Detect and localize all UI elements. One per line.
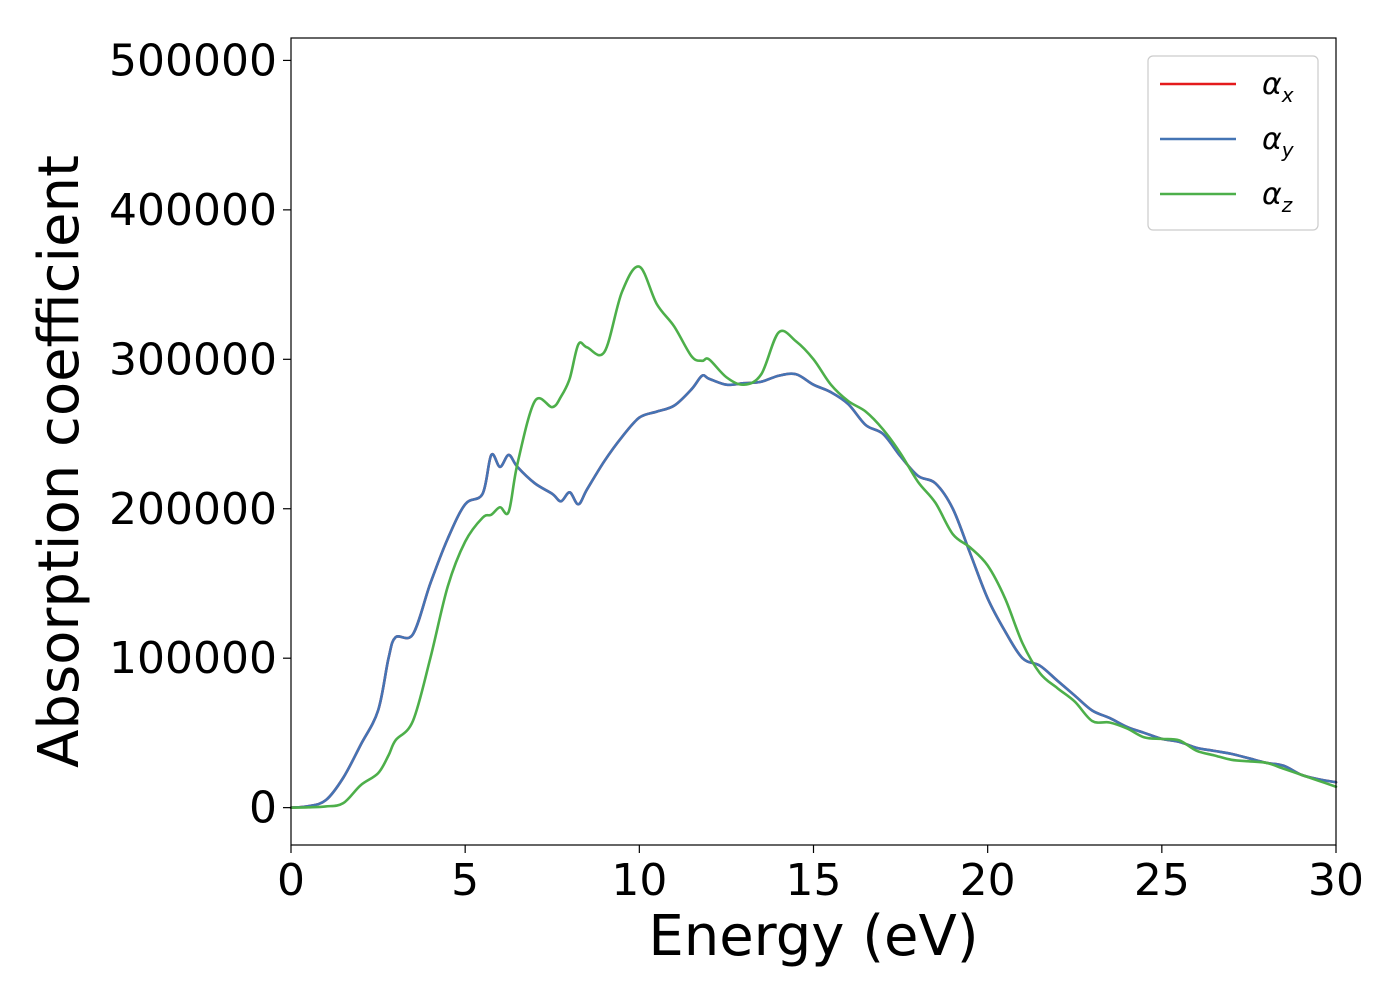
y-tick-label: 200000 — [109, 484, 277, 535]
x-tick-label: 30 — [1308, 855, 1364, 906]
y-tick-label: 0 — [249, 783, 277, 834]
series-layer — [289, 265, 1338, 809]
y-axis-ticks: 0 100000 200000 300000 400000 500000 — [109, 35, 291, 834]
y-tick-label: 300000 — [109, 334, 277, 385]
x-axis-ticks: 0 5 10 15 20 25 30 — [277, 845, 1364, 906]
x-tick-label: 10 — [611, 855, 667, 906]
x-tick-label: 0 — [277, 855, 305, 906]
x-tick-label: 15 — [786, 855, 842, 906]
y-axis-title: Absorption coefficient — [27, 155, 92, 768]
y-tick-label: 400000 — [109, 185, 277, 236]
x-axis-title: Energy (eV) — [648, 904, 978, 969]
x-tick-label: 25 — [1134, 855, 1190, 906]
series-line-z — [289, 265, 1338, 809]
x-tick-label: 20 — [960, 855, 1016, 906]
y-tick-label: 500000 — [109, 35, 277, 86]
series-line-y — [289, 372, 1338, 809]
x-tick-label: 5 — [451, 855, 479, 906]
legend-box — [1147, 55, 1319, 231]
y-tick-label: 100000 — [109, 633, 277, 684]
